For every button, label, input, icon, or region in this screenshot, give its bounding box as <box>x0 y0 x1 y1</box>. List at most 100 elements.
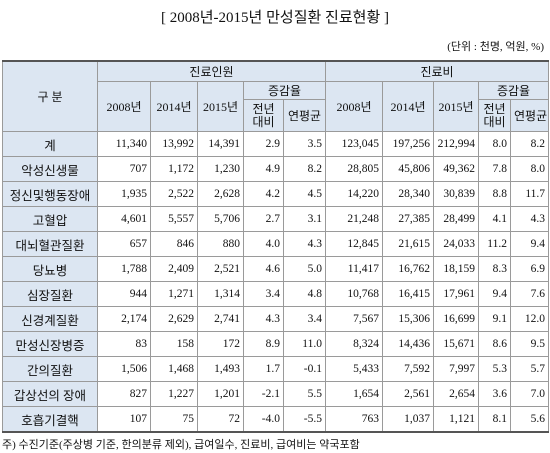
cell: 9.5 <box>509 331 550 357</box>
table-row: 신경계질환 2,174 2,629 2,741 4.3 3.4 7,567 15,306 16,… <box>2 306 550 332</box>
cell: 12.0 <box>509 306 550 332</box>
unit-note: (단위 : 천명, 억원, %) <box>447 41 544 53</box>
cell: 2,629 <box>150 306 198 332</box>
cell: 2,628 <box>197 181 244 207</box>
cell: 9.4 <box>478 281 511 307</box>
cell: -0.1 <box>283 356 326 382</box>
cell: 2.9 <box>243 131 284 157</box>
cell: 4.6 <box>243 256 284 282</box>
cell: 707 <box>97 156 151 182</box>
rate-header: 증감율 <box>477 81 550 100</box>
corner-header: 구 분 <box>2 60 98 132</box>
cell: 4.0 <box>243 231 284 257</box>
cell: 212,994 <box>433 131 479 157</box>
row-label: 간의질환 <box>2 356 98 382</box>
cell: 28,499 <box>433 206 479 232</box>
cell: 1,468 <box>150 356 198 382</box>
cell: 5.5 <box>283 381 326 407</box>
row-label: 계 <box>2 131 98 157</box>
cell: 5,433 <box>325 356 383 382</box>
cell: 4.3 <box>243 306 284 332</box>
year-header: 2014년 <box>382 81 434 132</box>
cell: 1,271 <box>150 281 198 307</box>
cell: 6.9 <box>509 256 550 282</box>
row-label: 악성신생물 <box>2 156 98 182</box>
cell: 15,306 <box>382 306 434 332</box>
cell: 8.6 <box>478 331 511 357</box>
cell: 17,961 <box>433 281 479 307</box>
cell: 2,654 <box>433 381 479 407</box>
cell: 1,506 <box>97 356 151 382</box>
cell: 5,706 <box>197 206 244 232</box>
cell: 21,248 <box>325 206 383 232</box>
cell: 1,230 <box>197 156 244 182</box>
cell: 197,256 <box>382 131 434 157</box>
cell: 1,654 <box>325 381 383 407</box>
cell: 28,340 <box>382 181 434 207</box>
cell: 4.3 <box>283 231 326 257</box>
cell: 15,671 <box>433 331 479 357</box>
cell: 11,417 <box>325 256 383 282</box>
cell: 11,340 <box>97 131 151 157</box>
cell: 5.6 <box>509 406 550 433</box>
cell: 2,561 <box>382 381 434 407</box>
cell: 27,385 <box>382 206 434 232</box>
cell: 846 <box>150 231 198 257</box>
cell: 944 <box>97 281 151 307</box>
cell: 7,567 <box>325 306 383 332</box>
row-label: 정신및행동장애 <box>2 181 98 207</box>
cell: -5.5 <box>283 406 326 433</box>
cell: 8.1 <box>478 406 511 433</box>
row-label: 갑상선의 장애 <box>2 381 98 407</box>
cell: 5.3 <box>478 356 511 382</box>
row-label: 심장질환 <box>2 281 98 307</box>
table-row: 악성신생물 707 1,172 1,230 4.9 8.2 28,805 45,806 49,3… <box>2 156 550 182</box>
table-body: 계 11,340 13,992 14,391 2.9 3.5 123,045 197,256 2… <box>2 131 550 433</box>
cell: 16,415 <box>382 281 434 307</box>
cell: 1,121 <box>433 406 479 433</box>
rate-sub-header: 연평균 <box>509 99 550 132</box>
cell: 123,045 <box>325 131 383 157</box>
rate-sub-header: 전년 대비 <box>243 99 284 132</box>
cell: 16,699 <box>433 306 479 332</box>
cell: 8.9 <box>243 331 284 357</box>
cell: 7.0 <box>509 381 550 407</box>
cell: 7.6 <box>509 281 550 307</box>
cell: 107 <box>97 406 151 433</box>
cell: 5.0 <box>283 256 326 282</box>
cell: 24,033 <box>433 231 479 257</box>
cell: 1,227 <box>150 381 198 407</box>
cell: 28,805 <box>325 156 383 182</box>
cell: 172 <box>197 331 244 357</box>
table-row: 갑상선의 장애 827 1,227 1,201 -2.1 5.5 1,654 2,561 2,6… <box>2 381 550 407</box>
cell: 880 <box>197 231 244 257</box>
cell: 4.5 <box>283 181 326 207</box>
group-header: 진료비 <box>324 60 550 82</box>
cell: 11.0 <box>283 331 326 357</box>
cell: 657 <box>97 231 151 257</box>
cell: 11.7 <box>509 181 550 207</box>
cell: 3.1 <box>283 206 326 232</box>
cell: 8.0 <box>478 131 511 157</box>
cell: 3.4 <box>283 306 326 332</box>
rate-sub-header: 전년 대비 <box>478 99 511 132</box>
year-header: 2014년 <box>150 81 198 132</box>
cell: 9.4 <box>509 231 550 257</box>
cell: 2,522 <box>150 181 198 207</box>
table-row: 정신및행동장애 1,935 2,522 2,628 4.2 4.5 14,220 28,340… <box>2 181 550 207</box>
cell: 4.8 <box>283 281 326 307</box>
row-label: 호흡기결핵 <box>2 406 98 433</box>
cell: 16,762 <box>382 256 434 282</box>
table-row: 대뇌혈관질환 657 846 880 4.0 4.3 12,845 21,615 24,033 1… <box>2 231 550 257</box>
footnote: 주) 수진기준(주상병 기준, 한의분류 제외), 급여일수, 진료비, 급여비… <box>2 439 360 451</box>
cell: 1,314 <box>197 281 244 307</box>
cell: 2,174 <box>97 306 151 332</box>
cell: 8.8 <box>478 181 511 207</box>
cell: 12,845 <box>325 231 383 257</box>
cell: 3.4 <box>243 281 284 307</box>
cell: 1,172 <box>150 156 198 182</box>
cell: 2,521 <box>197 256 244 282</box>
table-row: 고혈압 4,601 5,557 5,706 2.7 3.1 21,248 27,385 28,4… <box>2 206 550 232</box>
cell: 13,992 <box>150 131 198 157</box>
